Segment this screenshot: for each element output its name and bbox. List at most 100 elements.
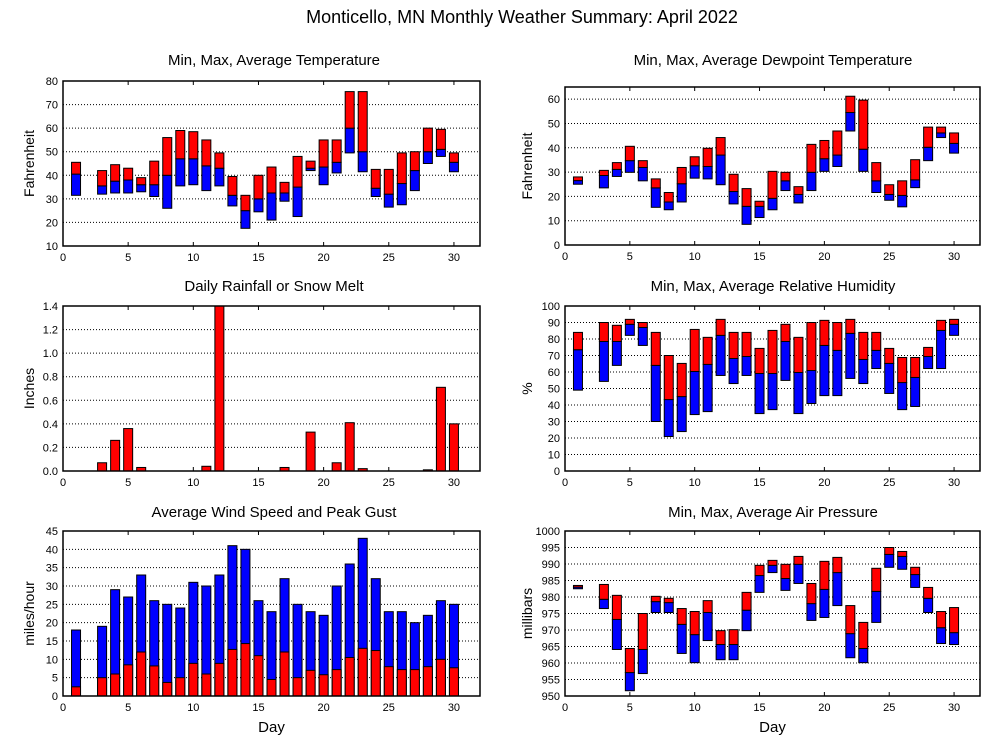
bar-avg-to-max-day-15 <box>754 200 765 207</box>
x-tick-label: 10 <box>187 252 199 264</box>
bar-min-to-avg-day-7 <box>650 601 661 614</box>
bar-min-to-avg-day-8 <box>663 602 674 614</box>
y-tick-label: 995 <box>542 543 560 555</box>
bar-min-to-avg-day-22 <box>845 332 856 379</box>
bar-avg-to-max-day-19 <box>806 322 817 372</box>
bar-min-to-avg-day-24 <box>871 590 882 623</box>
bar-rainfall-day-19 <box>305 431 316 472</box>
bar-avg-to-max-day-8 <box>663 191 674 203</box>
y-axis-label: miles/hour <box>21 581 37 646</box>
bar-avg-to-max-day-22 <box>344 91 355 129</box>
y-tick-label: 15 <box>46 636 58 648</box>
x-tick-label: 0 <box>562 477 568 489</box>
bar-avg-to-max-day-16 <box>767 170 778 199</box>
y-tick-label: 50 <box>46 147 58 159</box>
bar-min-to-avg-day-24 <box>370 187 381 197</box>
plot-frame <box>62 80 481 247</box>
x-tick-label: 5 <box>627 477 633 489</box>
figure-title: Monticello, MN Monthly Weather Summary: … <box>306 7 738 27</box>
bar-avg-to-max-day-26 <box>897 356 908 384</box>
bar-min-to-avg-day-7 <box>650 364 661 422</box>
bar-avg-to-max-day-11 <box>702 600 713 614</box>
y-axis-label: millibars <box>519 588 535 639</box>
y-tick-label: 20 <box>46 618 58 630</box>
bar-avg-to-max-day-3 <box>598 169 609 176</box>
bar-avg-to-max-day-7 <box>149 160 160 186</box>
bar-min-to-avg-day-25 <box>383 193 394 208</box>
x-tick-label: 0 <box>562 251 568 263</box>
bar-min-to-avg-day-29 <box>936 627 947 645</box>
bar-avg-to-max-day-27 <box>910 356 921 378</box>
bar-avg-to-max-day-4 <box>611 162 622 170</box>
bar-min-to-avg-day-27 <box>910 376 921 407</box>
bar-min-to-avg-day-3 <box>97 185 108 195</box>
bar-avg-to-max-day-14 <box>741 331 752 357</box>
x-tick-label: 15 <box>753 251 765 263</box>
bar-avg-to-max-day-30 <box>949 318 960 325</box>
bar-min-to-avg-day-15 <box>253 198 264 213</box>
bar-min-to-avg-day-30 <box>448 161 459 173</box>
bar-avg-speed-day-27 <box>409 669 420 697</box>
panel-4: Min, Max, Average Relative Humidity 0 10 20… <box>519 278 981 489</box>
bar-avg-to-max-day-26 <box>897 550 908 557</box>
bar-avg-to-max-day-29 <box>936 126 947 134</box>
bar-avg-to-max-day-1 <box>572 331 583 351</box>
bar-min-to-avg-day-14 <box>240 210 251 229</box>
bar-avg-to-max-day-19 <box>806 143 817 173</box>
bar-min-to-avg-day-12 <box>715 644 726 661</box>
x-tick-label: 0 <box>60 252 66 264</box>
bar-avg-to-max-day-20 <box>819 319 830 346</box>
bar-avg-speed-day-30 <box>448 667 459 697</box>
bar-avg-to-max-day-4 <box>110 164 121 182</box>
x-tick-label: 20 <box>318 702 330 714</box>
x-tick-label: 25 <box>383 477 395 489</box>
bar-avg-to-max-day-30 <box>949 607 960 634</box>
bar-avg-speed-day-18 <box>292 677 303 697</box>
x-tick-label: 5 <box>627 251 633 263</box>
y-tick-label: 980 <box>542 592 560 604</box>
bar-min-to-avg-day-9 <box>676 623 687 654</box>
bar-avg-to-max-day-12 <box>715 137 726 156</box>
bar-avg-to-max-day-14 <box>240 194 251 212</box>
plot-frame <box>62 530 481 697</box>
bar-avg-to-max-day-21 <box>331 139 342 163</box>
bar-avg-to-max-day-1 <box>71 161 82 175</box>
bar-min-to-avg-day-19 <box>806 603 817 621</box>
bar-rainfall-day-4 <box>110 439 121 472</box>
bar-rainfall-day-5 <box>123 428 134 472</box>
bar-min-to-avg-day-18 <box>292 186 303 218</box>
bar-avg-speed-day-16 <box>266 679 277 697</box>
y-tick-label: 0.4 <box>43 419 58 431</box>
bar-min-to-avg-day-12 <box>715 154 726 186</box>
bar-min-to-avg-day-9 <box>676 396 687 433</box>
x-tick-label: 20 <box>818 702 830 714</box>
bar-avg-to-max-day-30 <box>448 152 459 163</box>
bar-avg-to-max-day-25 <box>884 547 895 555</box>
bar-min-to-avg-day-10 <box>689 634 700 664</box>
y-tick-label: 20 <box>548 191 560 203</box>
bar-avg-to-max-day-6 <box>637 322 648 328</box>
bar-avg-to-max-day-25 <box>884 184 895 195</box>
bar-min-to-avg-day-19 <box>806 171 817 192</box>
bar-avg-to-max-day-21 <box>832 130 843 156</box>
x-tick-label: 25 <box>883 702 895 714</box>
bar-avg-to-max-day-13 <box>728 173 739 193</box>
x-tick-label: 0 <box>562 702 568 714</box>
y-tick-label: 0.2 <box>43 442 58 454</box>
y-tick-label: 30 <box>548 417 560 429</box>
y-tick-label: 30 <box>46 581 58 593</box>
bar-avg-to-max-day-13 <box>728 331 739 359</box>
bar-min-to-avg-day-21 <box>832 154 843 167</box>
y-tick-label: 0 <box>554 240 560 252</box>
bar-avg-to-max-day-12 <box>715 630 726 646</box>
y-tick-label: 5 <box>52 673 58 685</box>
bar-min-to-avg-day-15 <box>754 205 765 219</box>
bar-avg-to-max-day-13 <box>728 629 739 646</box>
bar-min-to-avg-day-21 <box>331 161 342 174</box>
x-tick-label: 10 <box>689 251 701 263</box>
bar-avg-to-max-day-9 <box>676 362 687 398</box>
y-tick-label: 1.0 <box>43 348 58 360</box>
y-tick-label: 960 <box>542 658 560 670</box>
bar-min-to-avg-day-10 <box>188 158 199 186</box>
x-tick-label: 20 <box>318 477 330 489</box>
